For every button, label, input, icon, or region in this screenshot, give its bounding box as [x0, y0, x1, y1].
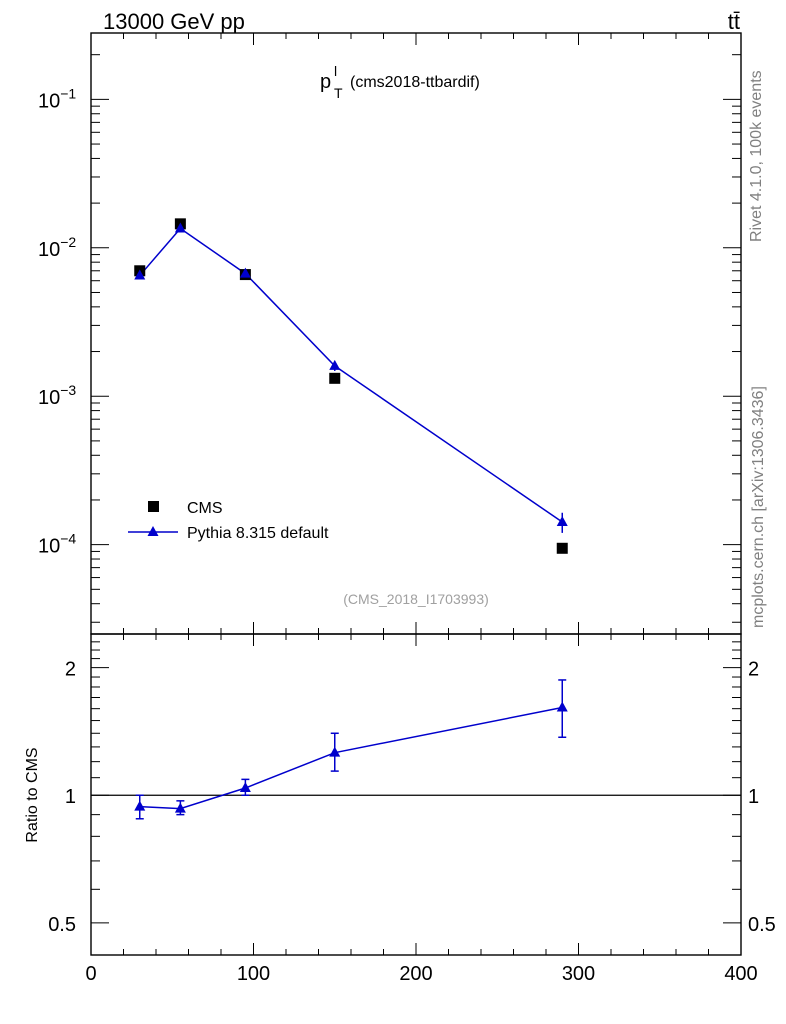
- title-analysis: (cms2018-ttbardif): [350, 74, 480, 91]
- y-tick-label: 2: [65, 659, 76, 681]
- title-variable: p: [320, 71, 331, 93]
- tick-labels: 0 100 200 300 400 10−1 10−2 10−3 10−4 2 2 1 1 0.5 0.5: [38, 85, 776, 985]
- main-panel-frame: [90, 32, 742, 635]
- analysis-watermark: (CMS_2018_I1703993): [343, 591, 489, 607]
- mc-point: [329, 359, 341, 370]
- title-variable-subscript: T: [334, 85, 343, 101]
- mc-point: [174, 222, 186, 233]
- ratio-y-axis-label: Ratio to CMS: [24, 747, 41, 842]
- x-tick-label: 300: [562, 963, 595, 985]
- legend: CMS Pythia 8.315 default: [128, 500, 329, 542]
- legend-data-marker: [148, 501, 159, 512]
- process-label: tt̄: [728, 9, 740, 34]
- data-series: [134, 218, 568, 820]
- y-tick-label: 1: [65, 786, 76, 808]
- legend-mc-marker: [147, 526, 159, 536]
- y-tick-label: 0.5: [48, 914, 76, 936]
- x-tick-label: 400: [724, 963, 757, 985]
- plot-title: p l T (cms2018-ttbardif): [320, 63, 480, 101]
- mc-point: [239, 267, 251, 278]
- cms-data-point: [329, 372, 341, 384]
- legend-mc-label: Pythia 8.315 default: [187, 525, 329, 542]
- energy-label: 13000 GeV pp: [103, 9, 245, 34]
- ratio-panel-frame: [90, 633, 742, 956]
- ratio-point: [329, 746, 341, 757]
- ratio-point: [239, 782, 251, 793]
- ratio-point: [134, 800, 146, 811]
- y-tick-label: 10−4: [38, 531, 76, 558]
- ratio-line: [139, 706, 563, 810]
- ratio-point: [174, 802, 186, 813]
- mcplots-text: mcplots.cern.ch [arXiv:1306.3436]: [750, 386, 767, 628]
- mc-line: [139, 227, 563, 523]
- legend-data-label: CMS: [187, 500, 223, 517]
- y-tick-label: 10−2: [38, 234, 76, 261]
- y-tick-label-right: 0.5: [748, 914, 776, 936]
- x-tick-label: 200: [399, 963, 432, 985]
- mc-point: [134, 269, 146, 280]
- y-tick-label: 10−1: [38, 85, 76, 112]
- y-tick-label-right: 2: [748, 659, 759, 681]
- cms-data-point: [556, 542, 568, 554]
- rivet-version-text: Rivet 4.1.0, 100k events: [748, 70, 765, 242]
- y-tick-label: 10−3: [38, 382, 76, 409]
- title-variable-superscript: l: [334, 63, 337, 79]
- x-tick-label: 100: [237, 963, 270, 985]
- axis-ticks: [90, 33, 742, 955]
- mc-point: [556, 516, 568, 527]
- y-tick-label-right: 1: [748, 786, 759, 808]
- x-tick-label: 0: [85, 963, 96, 985]
- ratio-point: [556, 701, 568, 712]
